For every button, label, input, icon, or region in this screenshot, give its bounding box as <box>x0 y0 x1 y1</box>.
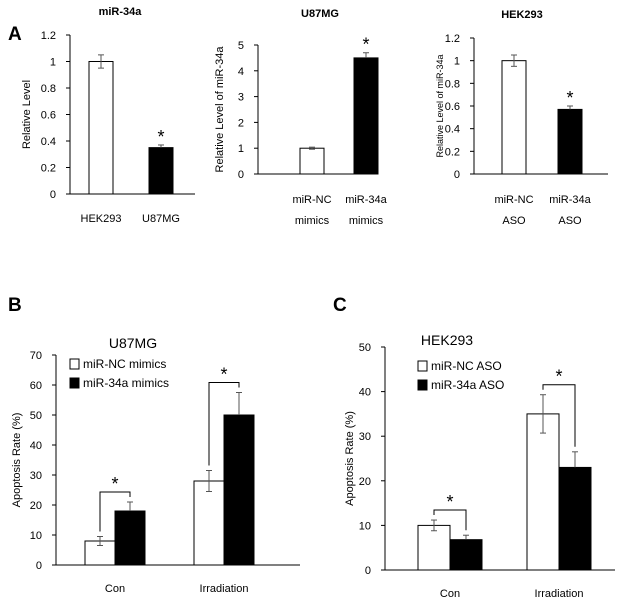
y-tick-label: 0 <box>238 169 244 181</box>
x-tick-label: U87MG <box>142 213 180 225</box>
y-axis-label: Apoptosis Rate (%) <box>11 413 23 508</box>
panel-letter-c: C <box>333 295 347 316</box>
y-tick-label: 60 <box>30 380 42 392</box>
x-tick-label: HEK293 <box>81 213 122 225</box>
legend-label: miR-34a ASO <box>431 378 504 392</box>
chart-title: HEK293 <box>501 9 543 21</box>
y-tick-label: 0.8 <box>41 83 56 95</box>
x-tick-label: ASO <box>558 215 582 227</box>
x-tick-label: Irradiation <box>535 588 584 600</box>
bar-mir-34a-mimics <box>223 414 255 566</box>
significance-star: * <box>157 127 164 147</box>
chart-title: U87MG <box>301 8 339 20</box>
panel-letter-a: A <box>8 24 22 45</box>
bar <box>501 60 527 175</box>
y-tick-label: 0 <box>454 169 460 181</box>
y-axis-label: Relative Level of miR-34a <box>214 46 226 173</box>
y-tick-label: 0.2 <box>445 146 460 158</box>
legend-swatch <box>417 360 428 372</box>
significance-bracket <box>542 384 576 447</box>
significance-star: * <box>220 365 227 385</box>
chart-3: HEK293 Relative Level of miR-34a 0 0.2 0.4 0.… <box>435 9 608 227</box>
legend-label: miR-NC mimics <box>83 357 166 371</box>
x-tick-label: mimics <box>295 215 330 227</box>
x-tick-label: miR-34a <box>345 194 387 206</box>
y-tick-label: 0.2 <box>41 163 56 175</box>
significance-bracket <box>208 382 240 466</box>
x-tick-label: Con <box>440 588 460 600</box>
legend-label: miR-34a mimics <box>83 376 169 390</box>
y-tick-label: 10 <box>359 520 371 532</box>
x-tick-label: miR-NC <box>292 194 331 206</box>
x-tick-label: Con <box>105 583 125 595</box>
significance-star: * <box>446 492 453 512</box>
bar-mir-nc-aso <box>526 413 560 571</box>
y-tick-label: 3 <box>238 92 244 104</box>
bar <box>353 57 379 175</box>
x-tick-label: Irradiation <box>200 583 249 595</box>
significance-star: * <box>566 88 573 108</box>
legend-label: miR-NC ASO <box>431 359 502 373</box>
y-tick-label: 50 <box>359 342 371 354</box>
chart-title: U87MG <box>109 335 157 351</box>
y-tick-label: 0 <box>36 560 42 572</box>
chart-4: U87MG Apoptosis Rate (%) 0 10 20 30 40 50 60 70 Co… <box>11 335 300 595</box>
significance-star: * <box>555 367 562 387</box>
y-tick-label: 0.6 <box>445 101 460 113</box>
x-tick-label: ASO <box>502 215 526 227</box>
y-tick-label: 10 <box>30 530 42 542</box>
bar-mir-nc-aso <box>417 524 451 571</box>
y-tick-label: 40 <box>30 440 42 452</box>
panel-letter-b: B <box>8 295 22 316</box>
bar <box>557 108 583 175</box>
bar <box>148 147 174 195</box>
y-tick-label: 0.4 <box>41 136 56 148</box>
bar-mir-34a-mimics <box>114 510 146 566</box>
chart-2: U87MG Relative Level of miR-34a 0 1 2 3 4 5 miR-… <box>214 8 388 227</box>
y-tick-label: 20 <box>30 500 42 512</box>
bar-mir-nc-mimics <box>193 480 225 566</box>
y-tick-label: 30 <box>359 431 371 443</box>
y-tick-label: 1 <box>238 143 244 155</box>
legend-swatch <box>69 358 80 370</box>
x-tick-label: miR-34a <box>549 194 591 206</box>
y-tick-label: 50 <box>30 410 42 422</box>
legend-swatch <box>417 379 428 391</box>
y-tick-label: 0 <box>50 189 56 201</box>
y-tick-label: 0.8 <box>445 78 460 90</box>
y-axis-label: Relative Level <box>21 80 33 149</box>
y-tick-label: 1 <box>454 56 460 68</box>
bar-mir-34a-aso <box>449 539 483 571</box>
significance-bracket <box>99 491 131 532</box>
chart-title: miR-34a <box>99 6 143 18</box>
significance-bracket <box>433 509 467 531</box>
chart-5: HEK293 Apoptosis Rate (%) 0 10 20 30 40 50 Con Ir… <box>344 332 615 600</box>
bar-mir-34a-aso <box>558 466 592 571</box>
y-tick-label: 4 <box>238 66 244 78</box>
y-tick-label: 40 <box>359 387 371 399</box>
x-tick-label: mimics <box>349 215 384 227</box>
y-tick-label: 0 <box>365 565 371 577</box>
significance-star: * <box>111 474 118 494</box>
y-tick-label: 30 <box>30 470 42 482</box>
y-tick-label: 0.6 <box>41 110 56 122</box>
bar <box>299 147 325 175</box>
y-tick-label: 1 <box>50 57 56 69</box>
chart-title: HEK293 <box>421 332 473 348</box>
y-tick-label: 1.2 <box>445 33 460 45</box>
bar <box>88 61 114 195</box>
y-tick-label: 5 <box>238 40 244 52</box>
y-axis-label: Apoptosis Rate (%) <box>344 411 356 506</box>
x-tick-label: miR-NC <box>494 194 533 206</box>
y-tick-label: 1.2 <box>41 30 56 42</box>
y-axis-label: Relative Level of miR-34a <box>435 54 445 157</box>
y-tick-label: 70 <box>30 350 42 362</box>
y-tick-label: 20 <box>359 476 371 488</box>
chart-1: miR-34a Relative Level 0 0.2 0.4 0.6 0.8 1 1.2 HE… <box>21 6 195 225</box>
y-tick-label: 0.4 <box>445 124 460 136</box>
significance-star: * <box>362 35 369 55</box>
legend-swatch <box>69 377 80 389</box>
y-tick-label: 2 <box>238 117 244 129</box>
